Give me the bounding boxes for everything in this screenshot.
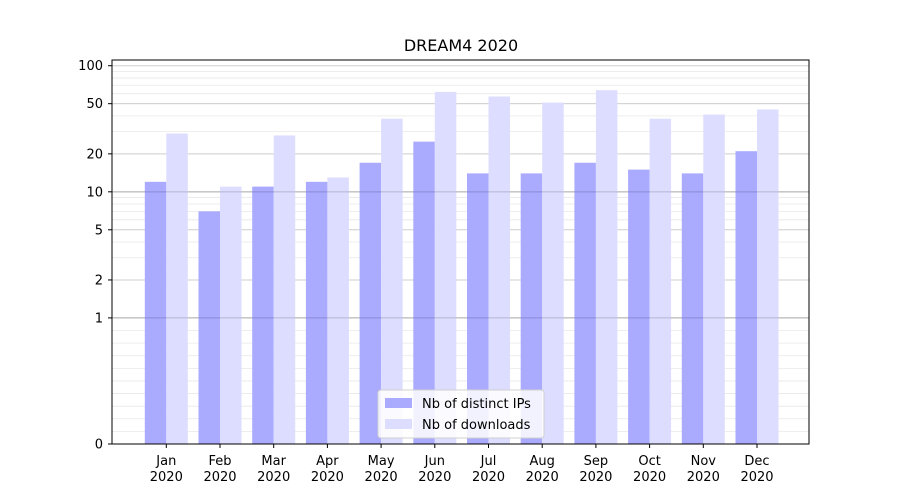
x-tick-label: Mar 2020 xyxy=(257,454,290,485)
y-tick-label: 2 xyxy=(95,273,103,288)
x-tick-label: Jun 2020 xyxy=(418,454,451,485)
legend-swatch xyxy=(385,419,412,429)
y-tick-label: 1 xyxy=(95,311,103,326)
legend-swatch xyxy=(385,398,412,408)
bar-distinct-ips xyxy=(735,151,757,444)
legend-label: Nb of downloads xyxy=(422,418,531,433)
bar-downloads xyxy=(488,96,510,445)
x-tick-label: Dec 2020 xyxy=(740,454,773,485)
bar-downloads xyxy=(649,118,672,444)
legend-label: Nb of distinct IPs xyxy=(422,397,531,412)
bar-distinct-ips xyxy=(574,162,596,444)
bar-downloads xyxy=(220,186,242,444)
bar-distinct-ips xyxy=(628,169,650,444)
bar-downloads xyxy=(166,133,188,444)
bar-distinct-ips xyxy=(144,181,167,444)
x-tick-label: Jul 2020 xyxy=(472,454,505,485)
axes-layer: 0 1 2 5 10 20 50 100 Jan 2020 Feb 2020 Mar 2020 Apr 202… xyxy=(78,59,810,485)
bar-downloads xyxy=(595,90,618,444)
bar-distinct-ips xyxy=(252,186,274,444)
x-tick-label: Jan 2020 xyxy=(150,454,183,485)
bar-downloads xyxy=(542,102,564,445)
y-tick-label: 10 xyxy=(86,185,103,200)
bar-distinct-ips xyxy=(359,162,382,444)
plot-frame xyxy=(111,59,810,445)
x-tick-label: Oct 2020 xyxy=(633,454,666,485)
bar-downloads xyxy=(757,109,779,444)
y-tick-label: 5 xyxy=(95,223,103,238)
x-tick-label: Apr 2020 xyxy=(311,454,344,485)
bar-distinct-ips xyxy=(520,173,543,445)
bar-distinct-ips xyxy=(413,141,435,444)
bar-downloads xyxy=(381,118,403,444)
y-tick-label: 20 xyxy=(86,147,103,162)
y-tick-label: 50 xyxy=(86,97,103,112)
x-tick-label: May 2020 xyxy=(365,454,398,485)
bar-downloads xyxy=(327,177,349,445)
bar-distinct-ips xyxy=(305,181,328,444)
bar-distinct-ips xyxy=(467,173,489,445)
x-tick-label: Nov 2020 xyxy=(687,454,720,485)
y-tick-label: 0 xyxy=(95,438,103,453)
legend-box xyxy=(377,389,545,439)
bar-distinct-ips xyxy=(681,173,704,445)
bar-downloads xyxy=(434,91,457,444)
x-tick-label: Aug 2020 xyxy=(526,454,559,485)
bar-downloads xyxy=(703,114,725,445)
bar-downloads xyxy=(273,135,296,444)
bars-layer xyxy=(144,90,779,445)
legend: Nb of distinct IPs Nb of downloads xyxy=(377,389,545,439)
chart-title: DREAM4 2020 xyxy=(404,36,518,55)
y-tick-label: 100 xyxy=(78,59,103,74)
bar-distinct-ips xyxy=(198,211,220,444)
x-tick-label: Feb 2020 xyxy=(203,454,236,485)
x-tick-label: Sep 2020 xyxy=(579,454,612,485)
